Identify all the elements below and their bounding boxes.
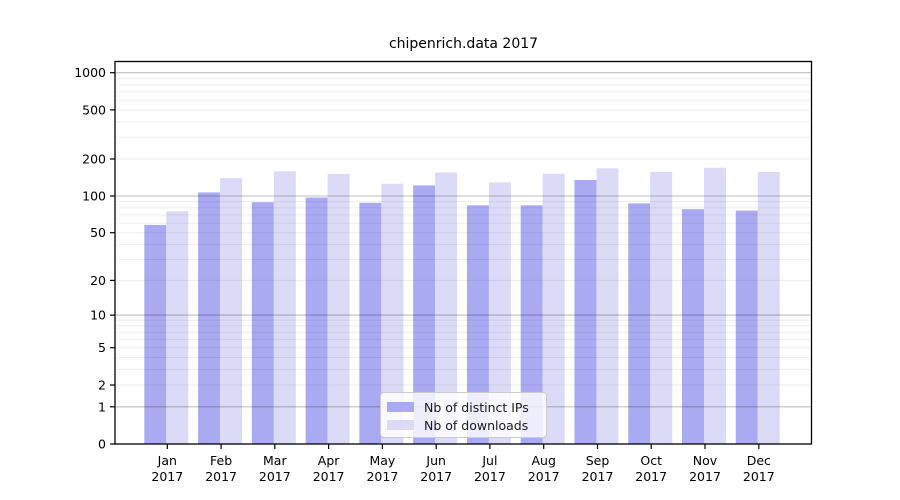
x-tick-month-apr: Apr [318, 453, 340, 468]
y-tick-label-100: 100 [82, 189, 106, 204]
x-tick-year-nov: 2017 [689, 469, 721, 484]
bar-distinct-ips-jul [466, 205, 489, 444]
x-tick-month-feb: Feb [210, 453, 232, 468]
y-tick-label-50: 50 [90, 225, 106, 240]
bar-distinct-ips-dec [735, 210, 758, 444]
bar-downloads-jun [435, 172, 458, 444]
legend: Nb of distinct IPs Nb of downloads [380, 392, 547, 438]
bar-downloads-jan [166, 211, 189, 444]
x-tick-year-feb: 2017 [205, 469, 237, 484]
x-tick-year-oct: 2017 [635, 469, 667, 484]
bar-downloads-mar [273, 171, 296, 445]
bar-downloads-oct [650, 172, 673, 444]
x-tick-year-mar: 2017 [259, 469, 291, 484]
y-tick-label-2: 2 [98, 378, 106, 393]
y-tick-label-200: 200 [82, 152, 106, 167]
bar-downloads-jul [488, 182, 511, 444]
x-tick-month-jan: Jan [157, 453, 177, 468]
x-tick-month-jul: Jul [481, 453, 497, 468]
legend-label-distinct-ips: Nb of distinct IPs [424, 399, 529, 415]
x-tick-year-jan: 2017 [151, 469, 183, 484]
x-tick-month-oct: Oct [640, 453, 662, 468]
bar-downloads-nov [704, 167, 726, 444]
chart-title: chipenrich.data 2017 [388, 36, 539, 52]
x-tick-year-dec: 2017 [743, 469, 775, 484]
plot-border [114, 60, 813, 445]
y-tick-label-0: 0 [98, 437, 106, 452]
bar-distinct-ips-oct [628, 203, 651, 444]
x-tick-month-sep: Sep [586, 453, 610, 468]
x-tick-month-nov: Nov [693, 453, 718, 468]
bar-downloads-may [381, 183, 404, 444]
bar-downloads-apr [327, 174, 350, 444]
legend-swatch-distinct-ips-icon [387, 402, 414, 412]
y-tick-label-5: 5 [98, 340, 106, 355]
x-tick-month-jun: Jun [425, 453, 446, 468]
x-tick-month-may: May [369, 453, 395, 468]
bar-distinct-ips-jan [144, 224, 167, 444]
bar-downloads-feb [220, 178, 243, 444]
bar-downloads-dec [757, 172, 780, 444]
x-tick-year-jun: 2017 [420, 469, 452, 484]
bar-distinct-ips-aug [520, 205, 543, 444]
x-tick-year-jul: 2017 [474, 469, 506, 484]
bar-distinct-ips-mar [251, 202, 274, 444]
legend-label-downloads: Nb of downloads [424, 417, 529, 433]
bar-distinct-ips-nov [682, 209, 704, 444]
bar-distinct-ips-sep [574, 180, 597, 444]
legend-swatch-downloads-icon [387, 420, 414, 430]
bar-downloads-aug [542, 173, 565, 444]
bar-distinct-ips-jun [413, 185, 436, 444]
x-tick-year-aug: 2017 [528, 469, 560, 484]
y-tick-label-20: 20 [90, 273, 106, 288]
x-tick-year-may: 2017 [366, 469, 398, 484]
y-tick-label-500: 500 [82, 102, 106, 117]
x-tick-year-apr: 2017 [313, 469, 345, 484]
x-tick-month-dec: Dec [747, 453, 771, 468]
x-tick-year-sep: 2017 [582, 469, 614, 484]
y-tick-label-10: 10 [90, 308, 106, 323]
bar-distinct-ips-may [359, 202, 382, 444]
bar-downloads-sep [596, 168, 619, 445]
y-tick-label-1000: 1000 [74, 65, 106, 80]
legend-item-distinct-ips: Nb of distinct IPs [387, 399, 546, 415]
x-tick-month-aug: Aug [531, 453, 555, 468]
bar-distinct-ips-feb [198, 192, 221, 444]
y-tick-label-1: 1 [98, 399, 106, 414]
legend-item-downloads: Nb of downloads [387, 417, 546, 433]
bar-distinct-ips-apr [305, 197, 328, 444]
x-tick-month-mar: Mar [263, 453, 287, 468]
